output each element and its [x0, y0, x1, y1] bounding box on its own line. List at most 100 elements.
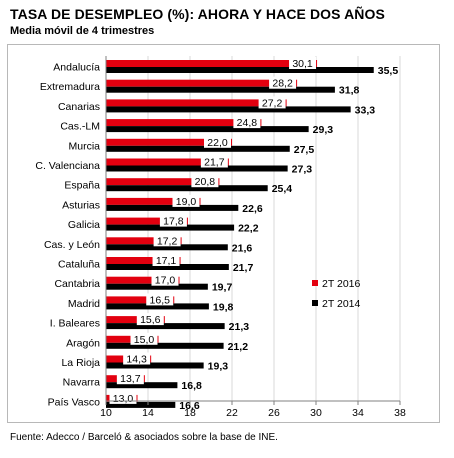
category-label: Galicia	[68, 219, 100, 231]
x-tick-label: 10	[100, 407, 112, 419]
bar-2014	[106, 303, 209, 310]
value-label-2016: 13,7	[120, 373, 141, 385]
legend-label-2014: 2T 2014	[322, 298, 360, 310]
category-label: La Rioja	[61, 357, 100, 369]
chart-title: TASA DE DESEMPLEO (%): AHORA Y HACE DOS …	[10, 6, 385, 22]
bar-2014	[106, 283, 208, 290]
value-label-2016-bg	[123, 352, 151, 365]
value-label-2016-bg	[289, 57, 317, 69]
bar-2016	[106, 119, 262, 127]
value-label-2016-bg	[200, 155, 228, 168]
value-label-2016: 19,0	[176, 196, 197, 208]
legend-label-2016: 2T 2016	[322, 278, 360, 290]
value-label-2016: 13,0	[113, 393, 134, 405]
value-label-2014: 29,3	[313, 124, 334, 136]
value-label-2016-bg	[172, 194, 200, 207]
value-label-2016-bg	[204, 135, 231, 148]
bar-2016	[106, 276, 180, 284]
x-tick-label: 38	[394, 407, 406, 419]
bar-2014	[106, 224, 235, 231]
category-label: País Vasco	[48, 396, 100, 408]
bar-2014	[106, 86, 335, 93]
value-label-2016: 15,0	[134, 334, 155, 346]
value-label-2016: 22,0	[207, 137, 228, 149]
bar-2014	[106, 323, 225, 330]
bar-2014	[106, 204, 239, 211]
value-label-2016-bg	[130, 332, 158, 345]
value-label-2016-bg	[136, 313, 164, 326]
bar-2016	[106, 178, 220, 186]
value-label-2014: 19,8	[213, 301, 234, 313]
value-label-2016-bg	[116, 372, 144, 385]
chart-subtitle: Media móvil de 4 trimestres	[10, 25, 155, 37]
bar-2016	[106, 79, 298, 87]
category-label: Cantabria	[54, 278, 100, 290]
value-label-2016-bg	[269, 76, 297, 89]
legend: 2T 2016 2T 2014	[312, 278, 360, 310]
bar-2014	[106, 382, 178, 389]
value-label-2016-bg	[191, 175, 219, 188]
value-labels: 30,1 35,5 28,2 31,8 27,2 33,3 24,8 29,3 22,0 27,5…	[109, 57, 399, 412]
bar-2016	[106, 99, 287, 107]
category-labels: Andalucía Extremadura Canarias Cas.-LM Murci…	[35, 62, 100, 409]
bar-2014	[106, 126, 309, 133]
value-label-2016: 17,8	[163, 216, 184, 228]
bar-2016	[106, 197, 201, 205]
category-label: Aragón	[66, 337, 100, 349]
value-label-2016-bg	[153, 234, 181, 247]
bar-2016	[106, 237, 182, 245]
category-label: Cas.-LM	[60, 121, 100, 133]
bar-2014	[106, 244, 228, 251]
bar-2014	[106, 362, 204, 369]
value-label-2016-bg	[152, 254, 180, 266]
bar-2014	[106, 264, 229, 270]
category-label: Navarra	[63, 377, 101, 389]
value-label-2014: 16,8	[181, 380, 202, 392]
value-label-2014: 22,2	[238, 223, 259, 235]
bar-2016	[106, 217, 188, 225]
bar-2014	[106, 67, 374, 73]
value-label-2014: 22,6	[242, 203, 263, 215]
category-label: Andalucía	[53, 62, 100, 74]
value-label-2014: 21,6	[232, 242, 253, 254]
value-label-2014: 21,2	[228, 341, 249, 353]
bar-2016	[106, 257, 181, 264]
value-label-2016-bg	[151, 273, 179, 286]
x-tick-label: 34	[352, 407, 364, 419]
value-label-2014: 19,3	[208, 361, 229, 373]
value-label-2014: 31,8	[339, 85, 360, 97]
value-label-2014: 16,6	[179, 400, 200, 412]
value-label-2016: 16,5	[150, 294, 171, 306]
value-label-2014: 35,5	[378, 65, 399, 77]
value-label-2016: 14,3	[126, 354, 147, 366]
value-label-2014: 21,7	[233, 262, 254, 274]
category-label: Madrid	[68, 298, 100, 310]
category-label: Cas. y León	[44, 239, 100, 251]
category-label: Cataluña	[58, 259, 100, 271]
value-label-2016: 17,1	[156, 255, 177, 267]
value-label-2016: 30,1	[292, 58, 313, 70]
bar-2014	[106, 145, 290, 152]
legend-swatch-2016	[312, 280, 318, 286]
bar-2016	[106, 60, 318, 67]
x-tick-label: 22	[226, 407, 238, 419]
value-label-2016: 17,0	[155, 275, 176, 287]
value-label-2014: 25,4	[272, 183, 293, 195]
bar-2014	[106, 185, 268, 192]
bar-2014	[106, 401, 176, 408]
category-label: Asturias	[62, 199, 100, 211]
bar-2014	[106, 106, 351, 113]
x-tick-label: 18	[184, 407, 196, 419]
bar-2016	[106, 158, 229, 166]
source-note: Fuente: Adecco / Barceló & asociados sob…	[10, 432, 278, 443]
value-label-2016: 15,6	[140, 314, 161, 326]
category-label: C. Valenciana	[35, 160, 100, 172]
bar-2016	[106, 138, 232, 146]
value-label-2016-bg	[146, 293, 174, 306]
x-axis: 10 14 18 22 26 30 34 38	[100, 56, 406, 419]
x-tick-label: 14	[142, 407, 154, 419]
plot-frame	[7, 44, 440, 423]
value-label-2016: 17,2	[157, 235, 178, 247]
category-label: España	[64, 180, 100, 192]
